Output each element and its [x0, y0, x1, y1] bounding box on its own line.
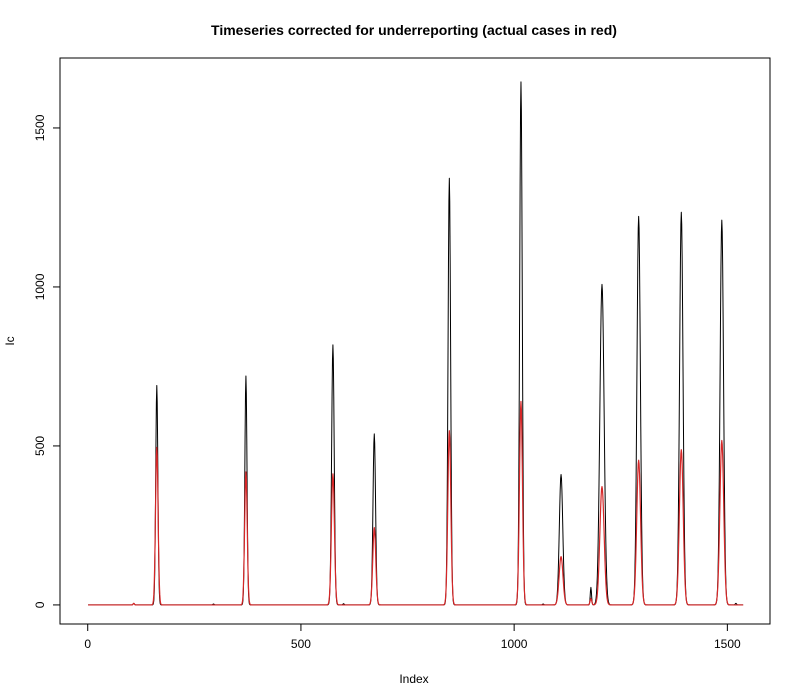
x-tick-label: 1000 — [501, 637, 528, 651]
series-line-corrected — [88, 81, 744, 606]
x-tick-label: 1500 — [714, 637, 741, 651]
series-line-actual — [87, 400, 744, 606]
y-tick-label: 500 — [33, 436, 47, 456]
y-tick-label: 1500 — [33, 114, 47, 141]
series-layer — [87, 81, 744, 606]
chart-title: Timeseries corrected for underreporting … — [211, 22, 617, 38]
x-tick-label: 0 — [84, 637, 91, 651]
x-tick-label: 500 — [291, 637, 311, 651]
y-tick-label: 0 — [33, 601, 47, 608]
x-axis-label: Index — [399, 672, 428, 686]
y-axis-label: Ic — [3, 336, 17, 345]
y-axis: 0 500 1000 1500 — [33, 114, 61, 608]
x-axis: 0 500 1000 1500 — [84, 623, 741, 651]
y-tick-label: 1000 — [33, 273, 47, 300]
plot-area — [59, 57, 771, 625]
